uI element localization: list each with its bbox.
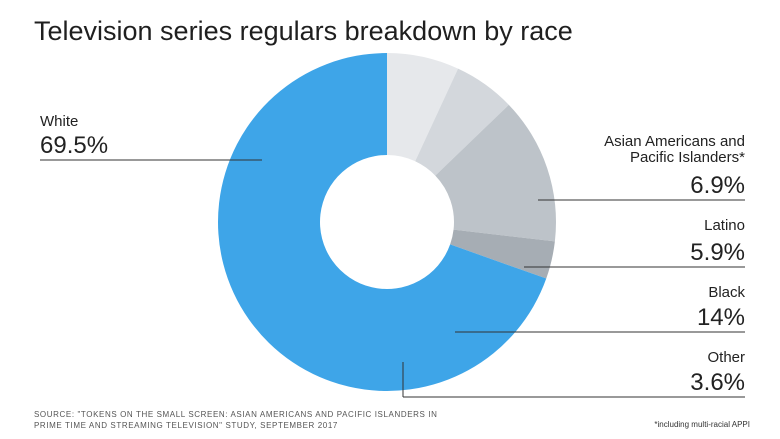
- category-label-other: Other: [707, 349, 745, 366]
- slice-black: [435, 104, 556, 242]
- slice-latino: [415, 68, 509, 176]
- value-label-latino: 5.9%: [690, 239, 745, 266]
- category-label-asian-americans-and-pacific-islanders-line2: Pacific Islanders*: [630, 149, 745, 166]
- value-label-white: 69.5%: [40, 132, 108, 159]
- source-note: Source: "Tokens on the small screen: Asi…: [34, 410, 438, 430]
- value-label-asian-americans-and-pacific-islanders: 6.9%: [690, 172, 745, 199]
- value-label-black: 14%: [697, 304, 745, 331]
- slice-white: [218, 53, 547, 391]
- category-label-asian-americans-and-pacific-islanders-line1: Asian Americans and: [604, 133, 745, 150]
- value-label-other: 3.6%: [690, 369, 745, 396]
- leader-lines: [40, 159, 745, 398]
- category-label-white: White: [40, 113, 78, 130]
- donut-slices: [218, 53, 556, 391]
- slice-asian-americans-and-pacific-islanders: [387, 53, 459, 162]
- category-label-latino: Latino: [704, 217, 745, 234]
- footnote: *including multi-racial APPI: [654, 420, 750, 429]
- category-label-black: Black: [708, 284, 745, 301]
- slice-other: [450, 229, 555, 279]
- chart-title: Television series regulars breakdown by …: [34, 16, 573, 46]
